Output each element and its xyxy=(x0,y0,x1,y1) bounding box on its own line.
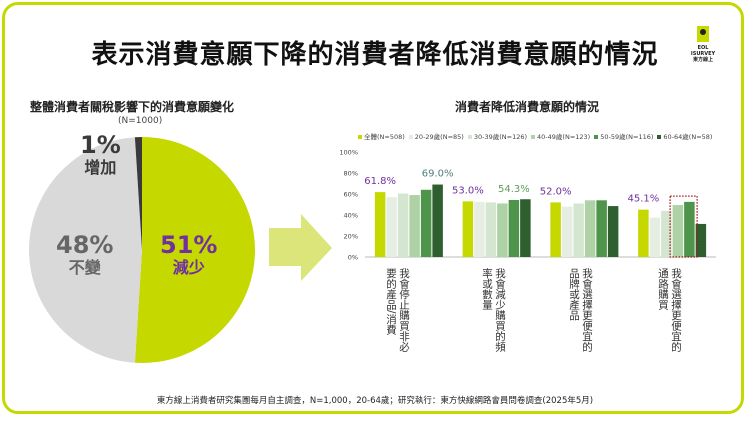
pie-label-increase: 1% 增加 xyxy=(80,132,121,178)
data-label: 69.0% xyxy=(422,169,454,180)
data-label: 61.8% xyxy=(364,176,396,187)
legend-label: 60-64歲(N=58) xyxy=(663,133,713,141)
bar xyxy=(661,210,672,257)
legend-item: 20-29歲(N=85) xyxy=(408,133,464,141)
legend-swatch xyxy=(467,135,472,139)
bar xyxy=(573,203,584,257)
pie-sample-size: (N=1000) xyxy=(118,116,163,126)
slide-frame xyxy=(2,2,744,414)
page-title: 表示消費意願下降的消費者降低消費意願的情況 xyxy=(91,40,659,70)
bar xyxy=(607,206,619,257)
bar xyxy=(497,203,508,257)
legend-label: 全體(N=508) xyxy=(364,133,405,141)
logo-text: 東方線上 xyxy=(692,57,713,63)
slice-value: 1% xyxy=(80,131,121,159)
legend-label: 40-49歲(N=123) xyxy=(537,133,591,141)
data-label: 52.0% xyxy=(540,186,572,197)
y-tick-label: 80% xyxy=(344,170,358,178)
pie-label-unchanged: 48% 不變 xyxy=(56,232,113,278)
data-label: 53.0% xyxy=(452,185,484,196)
bar xyxy=(462,201,474,257)
pie-slice xyxy=(28,137,143,363)
y-tick-label: 40% xyxy=(344,212,358,220)
y-tick-label: 20% xyxy=(344,233,358,241)
slice-value: 51% xyxy=(160,231,218,259)
source-footnote: 東方線上消費者研究集團每月自主調查，N=1,000，20-64歲；研究執行：東方… xyxy=(156,396,594,406)
bar xyxy=(638,209,649,257)
bar xyxy=(584,200,596,257)
logo-text: EOL xyxy=(697,45,709,51)
legend-label: 30-39歲(N=126) xyxy=(473,133,528,141)
y-tick-label: 60% xyxy=(344,191,358,199)
bar xyxy=(561,206,573,257)
legend-swatch xyxy=(594,135,599,139)
y-tick-label: 0% xyxy=(348,254,358,262)
y-tick-label: 100% xyxy=(339,149,358,157)
category-label: 我會選擇更便宜的通路購買 xyxy=(657,268,682,352)
bar-legend: 全體(N=508) 20-29歲(N=85) 30-39歲(N=126) 40-49歲… xyxy=(358,131,716,141)
bar xyxy=(596,200,607,257)
bar xyxy=(684,201,695,257)
slice-label: 減少 xyxy=(172,258,205,277)
legend-item: 60-64歲(N=58) xyxy=(657,133,712,141)
bar xyxy=(649,217,661,257)
bar xyxy=(474,201,485,257)
legend-item: 50-59歲(N=116) xyxy=(594,133,653,141)
bar xyxy=(520,199,531,257)
slice-label: 增加 xyxy=(84,158,117,177)
bar-title: 消費者降低消費意願的情況 xyxy=(455,100,600,114)
legend-item: 40-49歲(N=123) xyxy=(531,133,590,141)
category-label: 我會停止購買非必要的產品/消費 xyxy=(385,268,410,352)
highlight-box xyxy=(669,195,698,258)
legend-swatch xyxy=(657,135,662,139)
legend-item: 30-39歲(N=126) xyxy=(467,133,528,141)
bar xyxy=(485,202,497,257)
legend-item: 全體(N=508) xyxy=(358,133,405,141)
legend-label: 20-29歲(N=85) xyxy=(414,133,464,141)
pie-slice xyxy=(134,137,256,363)
arrow-right-icon xyxy=(269,214,332,281)
logo-mark-icon xyxy=(697,26,709,42)
bar xyxy=(386,197,397,257)
data-label: 45.1% xyxy=(627,194,659,205)
slice-value: 48% xyxy=(56,231,114,259)
category-label: 我會選擇更便宜的品牌或產品 xyxy=(568,268,593,352)
data-label: 54.3% xyxy=(498,184,530,195)
bar xyxy=(550,202,561,257)
bar xyxy=(432,184,443,257)
bar xyxy=(672,205,684,257)
logo-text: ISURVEY xyxy=(690,51,716,57)
category-label: 我會減少購買的頻率或數量 xyxy=(481,268,506,352)
bar xyxy=(409,195,420,257)
slice-label: 不變 xyxy=(68,258,101,277)
bar xyxy=(695,223,707,257)
bar xyxy=(420,189,432,257)
pie-slice xyxy=(134,137,142,250)
bar xyxy=(374,192,386,257)
legend-swatch xyxy=(358,135,362,139)
legend-swatch xyxy=(531,135,536,139)
pie-title: 整體消費者關稅影響下的消費意願變化 xyxy=(30,100,235,114)
brand-logo: EOL ISURVEY 東方線上 xyxy=(688,26,718,63)
bar xyxy=(508,199,520,257)
bar xyxy=(397,193,409,257)
legend-swatch xyxy=(408,135,413,139)
pie-label-reduce: 51% 減少 xyxy=(160,232,217,278)
legend-label: 50-59歲(N=116) xyxy=(600,133,654,141)
